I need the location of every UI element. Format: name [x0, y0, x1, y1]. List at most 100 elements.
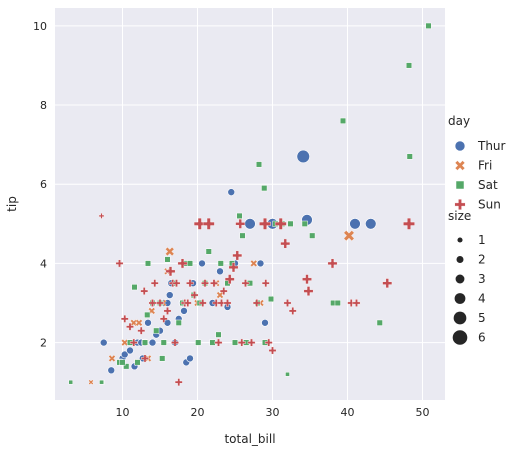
legend-size-label: 4 [478, 292, 486, 306]
data-point-thur [227, 188, 236, 196]
data-point-sat [425, 22, 432, 29]
data-point-sat [195, 339, 202, 346]
data-point-fri [108, 354, 116, 363]
data-point-sat [68, 379, 74, 385]
data-point-fri [121, 338, 129, 347]
data-point-sat [301, 220, 308, 227]
data-point-thur [349, 218, 361, 230]
data-point-fri [343, 230, 355, 242]
legend-label-thur: Thur [477, 139, 506, 153]
x-tick-label: 40 [341, 406, 355, 419]
legend-marker-sat [455, 180, 465, 190]
data-point-sat [261, 185, 268, 192]
x-tick-label: 20 [191, 406, 205, 419]
data-point-thur [126, 346, 134, 355]
data-point-sat [164, 256, 171, 263]
data-point-sun [98, 213, 105, 219]
data-point-thur [120, 350, 129, 359]
data-point-sun [219, 287, 228, 295]
data-point-sat [236, 212, 243, 219]
legend-label-sat: Sat [478, 178, 498, 192]
data-point-sat [239, 232, 246, 239]
data-point-sun [150, 279, 159, 288]
data-point-sun [202, 217, 215, 230]
data-point-sun [302, 274, 312, 285]
data-point-sun [303, 286, 314, 296]
data-point-sun [183, 299, 192, 307]
data-point-sun [148, 299, 157, 307]
legend-size-label: 3 [478, 272, 486, 286]
data-point-sat [376, 319, 383, 326]
data-point-thur [144, 318, 152, 327]
data-point-sat [334, 299, 341, 307]
legend-size-label: 6 [478, 331, 486, 345]
y-tick-label: 6 [40, 178, 47, 191]
data-point-fri [216, 291, 224, 299]
data-point-sat [153, 327, 160, 334]
data-point-sun [201, 279, 209, 288]
legend-title-size: size [448, 209, 471, 223]
data-point-sun [171, 338, 179, 347]
data-point-sun [172, 279, 181, 288]
data-point-sun [247, 338, 256, 347]
data-point-sun [274, 217, 287, 230]
data-point-sun [120, 314, 129, 323]
data-point-sat [231, 339, 239, 346]
y-tick-label: 10 [33, 20, 47, 33]
data-point-sat [285, 371, 290, 377]
legend: day size Thur Fri Sat Sun 1 2 3 4 5 6 [448, 114, 506, 345]
data-point-thur [365, 218, 377, 230]
data-point-sun [241, 279, 250, 288]
data-point-thur [180, 307, 188, 315]
data-point-sat [131, 284, 138, 291]
data-point-thur [165, 291, 174, 299]
data-point-sat [215, 331, 222, 338]
data-point-sun [165, 266, 176, 277]
data-point-sun [159, 314, 168, 323]
data-point-sat [209, 339, 216, 346]
legend-marker-fri [454, 160, 466, 171]
data-point-sat [287, 220, 294, 227]
legend-title-day: day [448, 114, 470, 128]
data-point-thur [198, 259, 206, 268]
legend-marker-sun [454, 199, 466, 210]
data-point-thur [244, 218, 256, 230]
plot-background [55, 8, 445, 400]
data-point-sun [283, 299, 292, 307]
data-point-sat [339, 117, 347, 124]
data-point-sat [186, 260, 194, 267]
data-point-sun [115, 259, 124, 268]
data-point-sun [141, 354, 149, 363]
legend-label-fri: Fri [478, 159, 492, 173]
data-point-sun [174, 378, 183, 387]
x-tick-label: 50 [416, 406, 430, 419]
data-point-sun [198, 299, 207, 307]
data-point-sun [352, 299, 361, 307]
data-point-sun [280, 238, 291, 249]
y-tick-label: 2 [40, 337, 47, 350]
legend-size-label: 2 [478, 253, 486, 267]
data-point-sun [327, 258, 338, 269]
data-point-sat [141, 339, 149, 346]
data-point-thur [107, 366, 116, 375]
data-point-sun [126, 322, 134, 331]
legend-size-label: 1 [478, 233, 486, 247]
ticks: 10 20 30 40 50 2 4 6 8 10 [33, 20, 430, 419]
data-point-sat [406, 153, 413, 160]
x-tick-label: 10 [116, 406, 130, 419]
legend-size-marker [455, 274, 465, 284]
data-point-thur [186, 354, 194, 363]
data-point-sun [224, 274, 235, 285]
data-point-sun [210, 279, 218, 288]
data-point-sun [235, 218, 246, 229]
data-point-sun [140, 287, 149, 295]
data-point-sat [160, 339, 167, 346]
data-point-sat [159, 355, 166, 362]
data-point-sun [177, 258, 188, 269]
data-point-sat [405, 62, 413, 69]
y-tick-label: 4 [40, 257, 47, 270]
data-point-sat [123, 363, 130, 370]
data-point-sun [214, 338, 223, 347]
data-point-sun [212, 299, 221, 307]
x-tick-label: 30 [266, 406, 280, 419]
